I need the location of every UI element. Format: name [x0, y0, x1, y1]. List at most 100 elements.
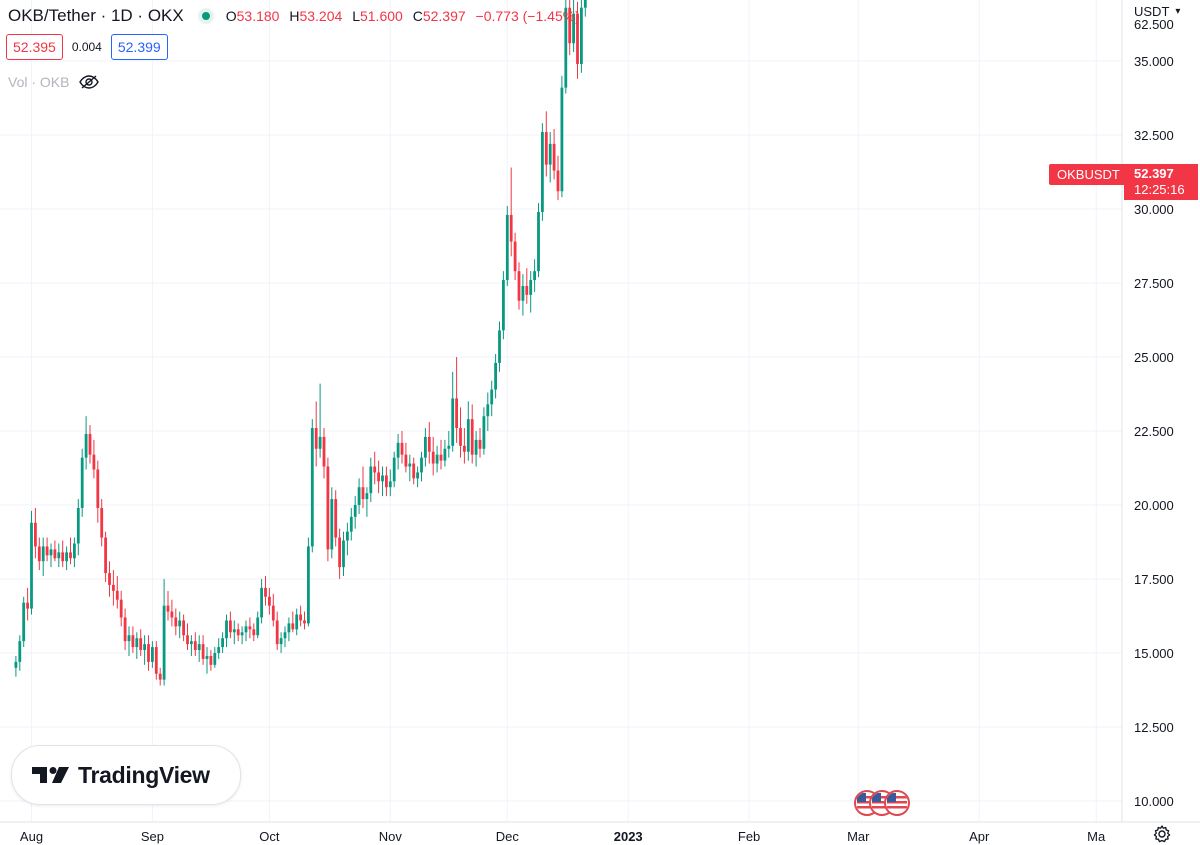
volume-legend: Vol · OKB — [8, 74, 100, 90]
candle — [26, 587, 29, 621]
candle-body — [88, 433, 92, 455]
candle-body — [420, 457, 423, 473]
candle-body — [80, 457, 84, 508]
buy-price-button[interactable]: 52.399 — [110, 34, 168, 60]
candle — [299, 605, 302, 627]
candle-body — [170, 611, 174, 618]
candle — [435, 445, 439, 473]
candle-body — [470, 419, 474, 455]
symbol-title[interactable]: OKB/Tether · 1D · OKX — [8, 6, 184, 25]
time-axis-tick: 2023 — [614, 829, 643, 844]
candle — [182, 614, 185, 642]
candle — [322, 428, 326, 479]
candle-body — [209, 655, 213, 665]
candle-body — [427, 436, 431, 452]
bar-countdown: 12:25:16 — [1134, 182, 1185, 197]
candle — [170, 599, 174, 627]
candle-body — [73, 543, 76, 559]
eye-crossed-icon[interactable] — [79, 74, 100, 90]
volume-label[interactable]: Vol · OKB — [8, 74, 70, 90]
chart-legend: OKB/Tether · 1D · OKX O53.180 H53.204 L5… — [8, 6, 580, 26]
open-value: 53.180 — [236, 8, 280, 24]
sell-price-button[interactable]: 52.395 — [6, 34, 63, 60]
tradingview-logo[interactable]: TradingView — [11, 745, 241, 805]
candle-body — [346, 531, 349, 541]
candle — [548, 132, 552, 183]
candle — [115, 576, 119, 609]
candle — [580, 0, 583, 73]
candle-body — [478, 439, 482, 449]
candle-body — [151, 647, 154, 662]
candle-body — [385, 475, 388, 488]
candle — [135, 632, 139, 659]
gear-icon[interactable] — [1152, 824, 1172, 844]
candle — [513, 232, 517, 281]
candle-body — [205, 655, 209, 659]
candle-body — [299, 614, 302, 621]
candle-body — [443, 448, 447, 461]
candle — [260, 579, 263, 624]
candle-body — [513, 241, 517, 272]
economic-events-markers[interactable] — [854, 790, 910, 816]
candle — [221, 632, 224, 653]
candle-body — [381, 475, 384, 482]
candle — [147, 635, 150, 671]
candle-body — [248, 626, 252, 630]
candle-body — [14, 661, 18, 668]
time-axis[interactable]: Aug Sep Oct Nov Dec 2023 Feb Mar Apr Ma — [20, 829, 1106, 844]
candle-body — [201, 644, 205, 659]
candle-body — [76, 507, 80, 544]
market-status-icon[interactable] — [197, 8, 214, 24]
candle — [400, 431, 404, 464]
candle-body — [498, 330, 501, 363]
candle — [37, 537, 41, 571]
candle — [271, 593, 275, 627]
candle — [334, 490, 338, 547]
candle — [556, 155, 560, 201]
candle-body — [139, 638, 143, 651]
candle — [517, 262, 521, 310]
candle — [14, 655, 18, 677]
candle-body — [564, 7, 568, 88]
candle — [240, 626, 244, 645]
candle-body — [178, 620, 182, 627]
candle-body — [463, 445, 466, 452]
candle-body — [303, 620, 306, 624]
candle-body — [517, 271, 521, 301]
price-axis-tick: 20.000 — [1134, 498, 1174, 513]
candle-body — [18, 641, 22, 662]
candle — [303, 611, 306, 630]
candle-body — [342, 540, 345, 568]
candle-body — [529, 280, 533, 295]
candle — [494, 354, 497, 399]
candle-body — [521, 285, 525, 301]
candle — [560, 75, 564, 198]
close-value: 52.397 — [422, 8, 466, 24]
candle-body — [572, 13, 575, 44]
candle-body — [65, 552, 68, 562]
candle — [377, 460, 380, 494]
candle-body — [225, 620, 228, 639]
candle-body — [186, 635, 189, 645]
candle — [385, 466, 388, 497]
candle-body — [330, 499, 334, 550]
candle — [502, 271, 505, 340]
chevron-down-icon: ▾ — [1175, 6, 1181, 17]
candle — [256, 611, 260, 639]
candle — [529, 271, 533, 313]
candle — [287, 617, 291, 642]
candle-body — [580, 7, 583, 64]
candle-body — [166, 605, 170, 612]
us-flag-icon[interactable] — [884, 790, 910, 816]
price-axis-tick: 15.000 — [1134, 646, 1174, 661]
candle — [459, 407, 462, 458]
candle — [18, 635, 22, 671]
candle — [96, 460, 100, 523]
candle — [353, 496, 357, 529]
price-axis[interactable]: 10.000 12.500 15.000 17.500 20.000 22.500 25.0… — [1134, 0, 1174, 809]
candle — [291, 611, 295, 633]
candle-body — [26, 602, 29, 609]
currency-selector[interactable]: USDT ▾ — [1134, 4, 1180, 19]
candle-body — [193, 641, 197, 651]
